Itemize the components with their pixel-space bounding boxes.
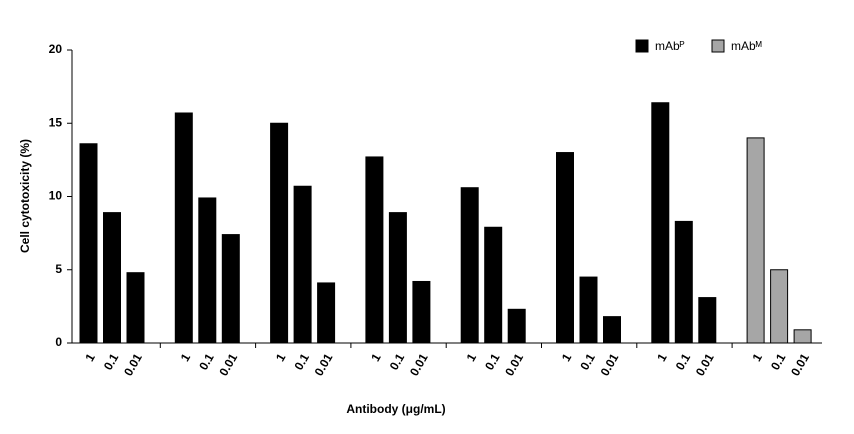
x-tick-label: 1	[559, 351, 575, 364]
x-axis-title: Antibody (μg/mL)	[346, 402, 445, 416]
x-tick-label: 1	[368, 351, 384, 364]
bar	[174, 112, 193, 344]
bar	[317, 282, 336, 344]
y-tick-label: 0	[55, 335, 62, 349]
bar	[556, 152, 574, 344]
bar	[579, 276, 598, 344]
x-tick-label: 1	[749, 351, 765, 364]
legend-label: mAbᴹ	[731, 39, 762, 53]
x-tick-label: 0.1	[196, 351, 217, 373]
bar	[79, 143, 98, 344]
legend-label: mAbᴾ	[655, 39, 685, 53]
x-tick-label: 0.1	[768, 351, 789, 373]
x-tick-label: 0.1	[577, 351, 598, 373]
bar	[507, 308, 526, 344]
x-tick-label: 0.1	[387, 351, 408, 373]
x-tick-label: 0.01	[502, 351, 526, 379]
legend-swatch	[711, 39, 725, 53]
bar	[793, 329, 812, 344]
x-tick-label: 1	[82, 351, 98, 364]
bar	[365, 156, 384, 344]
bar	[603, 316, 621, 344]
bar	[746, 137, 765, 344]
x-tick-label: 0.1	[673, 351, 694, 373]
x-tick-label: 0.1	[101, 351, 122, 373]
y-tick-label: 10	[49, 189, 63, 203]
x-tick-label: 0.01	[693, 351, 717, 379]
x-tick-label: 1	[178, 351, 194, 364]
x-tick-label: 0.01	[788, 351, 812, 379]
bar	[388, 212, 407, 344]
bar	[770, 269, 789, 344]
bar	[198, 197, 217, 344]
x-tick-label: 1	[273, 351, 289, 364]
bar	[698, 297, 717, 344]
bar	[484, 226, 503, 344]
bar	[460, 187, 479, 344]
bar	[270, 122, 289, 344]
x-tick-label: 0.01	[312, 351, 336, 379]
y-tick-label: 20	[49, 42, 63, 56]
x-tick-label: 0.1	[291, 351, 312, 373]
x-tick-label: 0.01	[216, 351, 240, 379]
y-axis-title: Cell cytotoxicity (%)	[18, 139, 32, 253]
x-tick-label: 1	[654, 351, 670, 364]
x-tick-label: 0.01	[598, 351, 622, 379]
y-tick-label: 15	[49, 115, 63, 129]
legend-swatch	[635, 39, 649, 53]
bar	[221, 234, 240, 344]
bar	[674, 220, 693, 344]
x-tick-label: 0.01	[407, 351, 431, 379]
bar	[412, 280, 431, 344]
x-tick-label: 1	[464, 351, 480, 364]
x-tick-label: 0.01	[121, 351, 145, 379]
bar	[293, 185, 312, 344]
bar	[651, 102, 670, 344]
x-tick-label: 0.1	[482, 351, 503, 373]
bar	[126, 272, 145, 344]
y-tick-label: 5	[55, 262, 62, 276]
bar	[103, 212, 121, 344]
